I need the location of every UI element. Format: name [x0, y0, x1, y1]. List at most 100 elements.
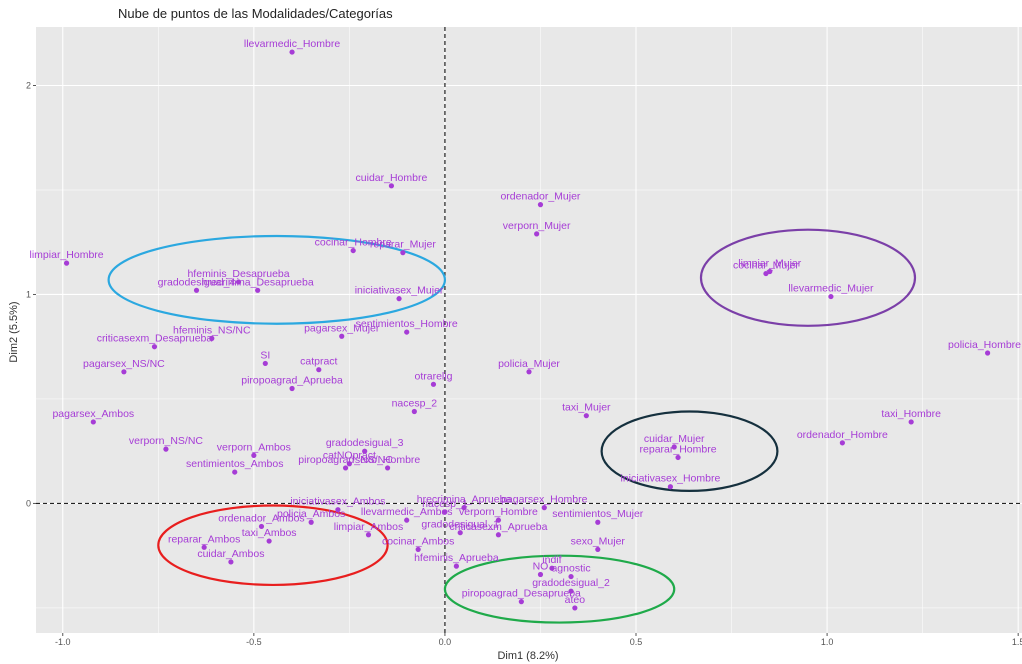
data-point: [828, 293, 834, 300]
data-point: [908, 419, 914, 425]
x-tick-label: -0.5: [246, 637, 262, 647]
data-point: [232, 469, 238, 475]
point-label: hfeminis_Aprueba: [414, 552, 499, 564]
data-point: [430, 381, 437, 387]
data-point: [289, 385, 295, 392]
data-point: [63, 260, 70, 266]
x-tick-label: 0.0: [439, 637, 452, 647]
data-point: [415, 546, 421, 553]
data-point: [151, 344, 158, 350]
data-point: [346, 461, 352, 467]
plot-panel: [36, 27, 1022, 633]
data-point: [90, 419, 96, 425]
y-axis-title: Dim2 (5.5%): [8, 301, 20, 362]
point-label: pagarsex_NS/NC: [83, 358, 165, 370]
point-label: catNOpract: [323, 450, 376, 462]
point-label: hfeminis_NS/NC: [173, 324, 251, 336]
data-point: [667, 484, 674, 490]
data-point: [595, 519, 601, 525]
point-label: sexo_Hombre: [355, 454, 421, 466]
point-label: cocinar_Ambos: [382, 535, 454, 547]
x-axis-title: Dim1 (8.2%): [497, 650, 558, 662]
point-label: llevarmedic_Ambos: [361, 506, 453, 518]
data-point: [541, 505, 547, 511]
point-label: limpiar_Hombre: [30, 249, 104, 261]
point-label: NO: [533, 560, 549, 572]
data-point: [526, 369, 532, 375]
data-point: [228, 559, 234, 565]
data-point: [262, 360, 268, 367]
point-label: ordenador_Hombre: [797, 429, 888, 441]
point-label: cocinar_Hombre: [315, 237, 392, 249]
data-point: [495, 517, 502, 523]
point-label: piropoagrad_Desaprueba: [462, 588, 581, 600]
point-label: nacesp_2: [392, 397, 438, 409]
data-point: [316, 367, 322, 373]
data-point: [121, 369, 127, 375]
point-label: sexo_Mujer: [571, 535, 626, 547]
data-point: [235, 279, 242, 285]
data-point: [839, 440, 845, 446]
x-tick-label: 1.5: [1012, 637, 1022, 647]
annotation-ellipse: [443, 554, 676, 624]
x-tick-label: -1.0: [55, 637, 71, 647]
point-label: verporn_Mujer: [503, 220, 571, 232]
point-label: hfeminis_Desaprueba: [187, 268, 289, 280]
point-label: policia_Mujer: [498, 358, 560, 370]
data-point: [549, 565, 555, 571]
data-point: [767, 268, 773, 275]
point-label: hrecrimina_Desaprueba: [202, 276, 314, 288]
annotation-ellipses: [107, 228, 917, 624]
data-point: [568, 588, 574, 594]
point-label: piropoagrad_Aprueba: [241, 375, 343, 387]
point-label: cuidar_Mujer: [644, 433, 705, 445]
data-point: [583, 413, 589, 419]
point-label: llevarmedic_Hombre: [244, 38, 340, 50]
point-label: gradodesigual_3: [326, 437, 404, 449]
data-point: [365, 532, 372, 538]
data-point: [404, 329, 410, 335]
point-labels: llevarmedic_Hombre cuidar_Hombre ordenador…: [30, 38, 1022, 606]
point-label: limpiar_Mujer: [738, 257, 802, 269]
data-point: [251, 452, 257, 458]
point-label: agnostic: [551, 563, 590, 575]
point-label: pagarsex_Ambos: [52, 408, 134, 420]
point-label: SI: [260, 349, 270, 361]
data-points: [63, 49, 991, 611]
data-point: [308, 519, 314, 525]
point-label: piropoagrad_NS/NC: [298, 454, 393, 466]
data-point: [985, 350, 991, 356]
point-label: iniciativasex_Ambos: [290, 496, 385, 508]
annotation-ellipse: [699, 228, 917, 327]
data-point: [335, 507, 341, 513]
point-label: gradodesigual_4: [158, 276, 236, 288]
point-label: policia_Ambos: [277, 508, 345, 520]
point-label: gradodesigual_1: [421, 519, 499, 531]
data-point: [518, 599, 524, 605]
y-tick-label: 1: [26, 289, 31, 299]
data-point: [388, 183, 395, 189]
annotation-ellipse: [600, 410, 779, 493]
axis-ticks: -1.0 -0.5 0.0 0.5 1.0 1.5 0 1 2: [26, 81, 1022, 647]
data-point: [163, 446, 169, 452]
point-label: iniciativasex_Hombre: [621, 473, 721, 485]
point-label: pagarsex_Mujer: [304, 322, 380, 334]
point-label: gradodesigual_2: [532, 577, 610, 589]
point-label: hrecrimina_Aprueba: [417, 494, 512, 506]
data-point: [350, 247, 356, 254]
y-tick-label: 0: [26, 498, 31, 508]
data-point: [572, 605, 578, 611]
point-label: reparar_Mujer: [370, 239, 436, 251]
data-point: [442, 509, 448, 515]
point-label: ordenador_Ambos: [218, 512, 304, 524]
data-point: [400, 250, 406, 256]
data-point: [209, 335, 215, 341]
data-point: [411, 408, 417, 415]
data-point: [396, 296, 402, 302]
point-label: indif: [542, 554, 561, 566]
point-label: catpract: [300, 356, 337, 368]
data-point: [537, 571, 544, 578]
point-label: criticasexm_Desaprueba: [97, 333, 213, 345]
point-label: llevarmedic_Mujer: [788, 283, 874, 295]
data-point: [255, 287, 261, 293]
